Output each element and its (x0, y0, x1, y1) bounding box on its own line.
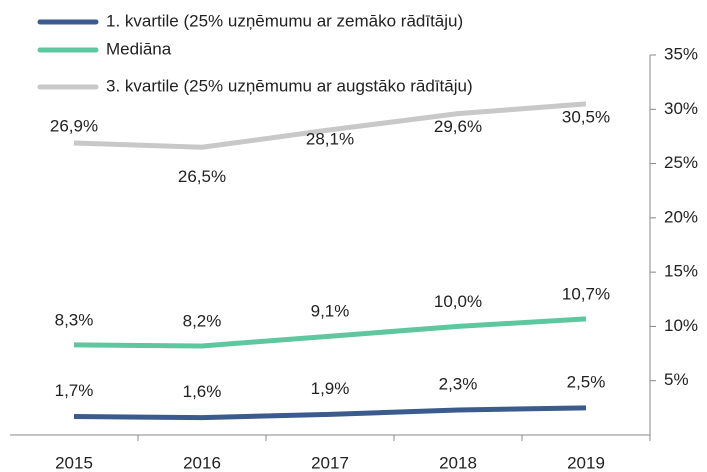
series-line (73, 405, 587, 421)
series-line (73, 316, 587, 349)
data-label: 8,2% (183, 311, 222, 330)
data-label: 10,0% (434, 292, 482, 311)
data-label: 10,7% (562, 284, 610, 303)
y-tick-label: 25% (664, 153, 698, 172)
data-label: 26,5% (178, 167, 226, 186)
data-label: 26,9% (50, 116, 98, 135)
y-tick-label: 30% (664, 99, 698, 118)
x-tick-label: 2017 (311, 453, 349, 472)
data-label: 1,6% (183, 382, 222, 401)
data-label: 1,9% (311, 379, 350, 398)
data-label: 8,3% (55, 310, 94, 329)
y-tick-label: 20% (664, 207, 698, 226)
data-label: 2,3% (439, 375, 478, 394)
series-line (73, 101, 587, 150)
x-tick-label: 2015 (55, 453, 93, 472)
data-label: 1,7% (55, 381, 94, 400)
x-tick-label: 2018 (439, 453, 477, 472)
x-tick-label: 2016 (183, 453, 221, 472)
y-tick-label: 35% (664, 44, 698, 63)
data-label: 30,5% (562, 107, 610, 126)
data-label: 9,1% (311, 302, 350, 321)
data-label: 29,6% (434, 117, 482, 136)
y-tick-label: 15% (664, 262, 698, 281)
legend-label: Mediāna (106, 39, 172, 58)
data-label: 28,1% (306, 129, 354, 148)
data-label: 2,5% (567, 372, 606, 391)
legend-label: 1. kvartile (25% uzņēmumu ar zemāko rādī… (106, 11, 463, 30)
x-tick-label: 2019 (567, 453, 605, 472)
legend-label: 3. kvartile (25% uzņēmumu ar augstāko rā… (106, 76, 473, 95)
y-tick-label: 5% (664, 370, 689, 389)
y-tick-label: 10% (664, 316, 698, 335)
